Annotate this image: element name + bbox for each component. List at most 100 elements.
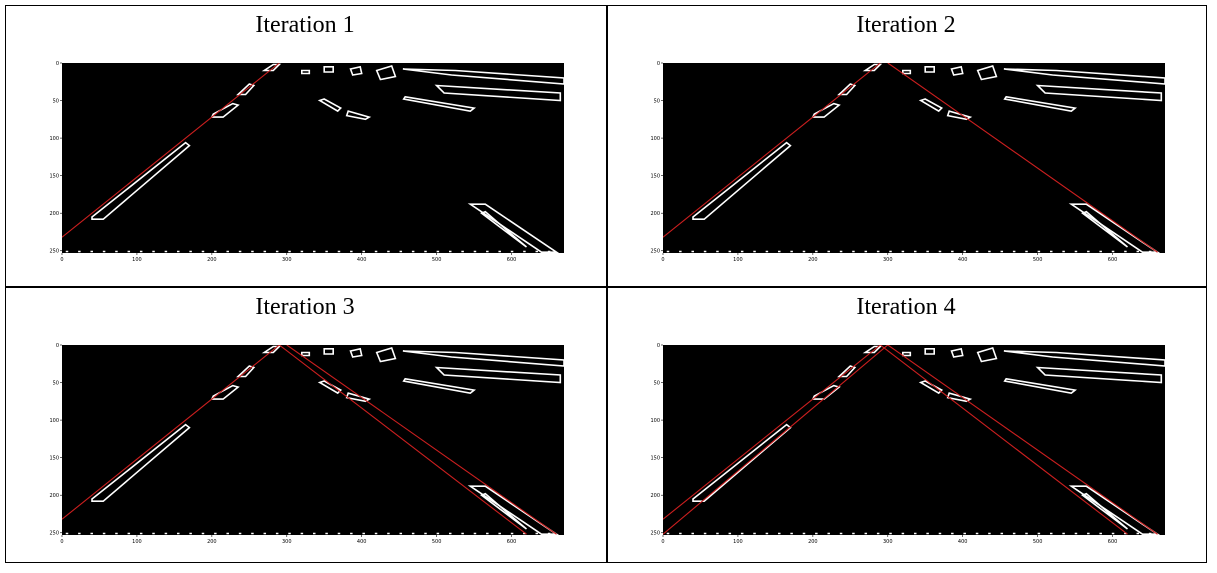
lane-marking	[901, 69, 912, 75]
edge-noise	[1000, 532, 1004, 535]
x-tick-label: 100	[132, 539, 142, 545]
edge-noise	[275, 532, 279, 535]
edge-noise	[703, 532, 707, 535]
lane-marking	[236, 83, 256, 96]
lane-marking	[918, 98, 944, 113]
edge-noise	[350, 532, 353, 535]
edge-noise	[399, 250, 403, 253]
edge-noise	[815, 532, 818, 535]
edge-noise	[288, 250, 291, 253]
edge-noise	[78, 532, 81, 535]
edge-noise	[901, 250, 905, 253]
x-tick-label: 400	[958, 539, 968, 545]
edge-noise	[535, 532, 539, 535]
y-tick-label: 150	[650, 455, 660, 461]
edge-noise	[951, 532, 954, 535]
edge-noise	[201, 532, 205, 535]
x-tick-label: 100	[132, 257, 142, 263]
edge-noise	[753, 532, 756, 535]
fitted-lane-line	[278, 345, 527, 535]
y-tick-label: 200	[49, 493, 59, 499]
y-tick-label: 250	[650, 249, 660, 255]
edge-noise	[251, 250, 254, 253]
edge-noise	[498, 532, 501, 535]
edge-noise	[778, 250, 781, 253]
lane-marking	[811, 384, 841, 400]
edge-noise	[988, 532, 991, 535]
edge-noise	[362, 250, 365, 253]
lane-marking	[918, 380, 944, 395]
fitted-lane-line	[879, 345, 1128, 535]
lane-marking	[837, 83, 857, 96]
panel-iteration-1: Iteration 1 0 100 200 300 400 500 600 0 50 100 150…	[6, 6, 604, 283]
x-tick-label: 0	[661, 257, 664, 263]
panel-title: Iteration 2	[856, 12, 956, 38]
x-tick-label: 400	[357, 539, 367, 545]
edge-noise	[486, 250, 489, 253]
lane-marking	[1035, 366, 1163, 384]
panel-iteration-4: Iteration 4 0 100 200 300 400 500 600 0 50 100 150…	[607, 288, 1205, 565]
edge-noise	[201, 250, 205, 253]
lane-marking	[692, 141, 792, 220]
edge-noise	[238, 532, 242, 535]
x-tick-label: 200	[207, 539, 217, 545]
edge-noise	[1124, 532, 1127, 535]
edge-noise	[325, 532, 328, 535]
edge-noise	[716, 250, 719, 253]
edge-noise	[300, 532, 304, 535]
edge-noise	[337, 532, 341, 535]
lane-marking	[375, 347, 397, 363]
edge-noise	[802, 532, 806, 535]
lane-marking	[1080, 492, 1129, 530]
edge-noise	[728, 250, 732, 253]
lane-marking	[91, 141, 191, 220]
fitted-lane-line	[62, 345, 280, 520]
edge-image-background	[62, 345, 564, 535]
y-tick-label: 150	[49, 455, 59, 461]
edge-noise	[1148, 532, 1152, 535]
edge-noise	[288, 532, 291, 535]
edge-noise	[1136, 532, 1140, 535]
edge-noise	[424, 532, 427, 535]
edge-noise	[523, 250, 526, 253]
x-tick-label: 0	[661, 539, 664, 545]
edge-noise	[275, 250, 279, 253]
lane-marking	[300, 69, 311, 75]
x-tick-label: 0	[60, 257, 63, 263]
lane-marking	[402, 377, 477, 394]
edge-noise	[1111, 532, 1115, 535]
edge-noise	[802, 250, 806, 253]
fitted-lane-line	[887, 345, 1158, 535]
edge-noise	[313, 250, 316, 253]
lane-detection-plot: 0 100 200 300 400 500 600 0 50 100 150 200 250	[650, 343, 1166, 545]
edge-noise	[1111, 250, 1115, 253]
edge-noise	[876, 250, 880, 253]
edge-noise	[164, 532, 168, 535]
edge-noise	[1037, 532, 1041, 535]
edge-noise	[988, 250, 991, 253]
lane-marking	[1003, 350, 1166, 367]
edge-noise	[975, 532, 979, 535]
edge-noise	[1049, 532, 1053, 535]
edge-noise	[65, 532, 69, 535]
edge-noise	[139, 250, 143, 253]
lane-marking	[345, 392, 372, 403]
edge-noise	[238, 250, 242, 253]
edge-noise	[1025, 532, 1028, 535]
edge-noise	[1074, 532, 1078, 535]
edge-noise	[691, 250, 694, 253]
y-tick-label: 0	[657, 61, 660, 67]
edge-noise	[1037, 250, 1041, 253]
lane-marking	[375, 65, 397, 81]
edge-noise	[753, 250, 756, 253]
edge-noise	[1025, 250, 1028, 253]
lane-marking	[901, 351, 912, 357]
edge-noise	[547, 532, 551, 535]
edge-noise	[65, 250, 69, 253]
edge-noise	[815, 250, 818, 253]
lane-marking	[402, 68, 565, 85]
x-tick-label: 500	[1033, 257, 1043, 263]
edge-noise	[164, 250, 168, 253]
edge-noise	[152, 250, 155, 253]
edge-noise	[1062, 250, 1065, 253]
